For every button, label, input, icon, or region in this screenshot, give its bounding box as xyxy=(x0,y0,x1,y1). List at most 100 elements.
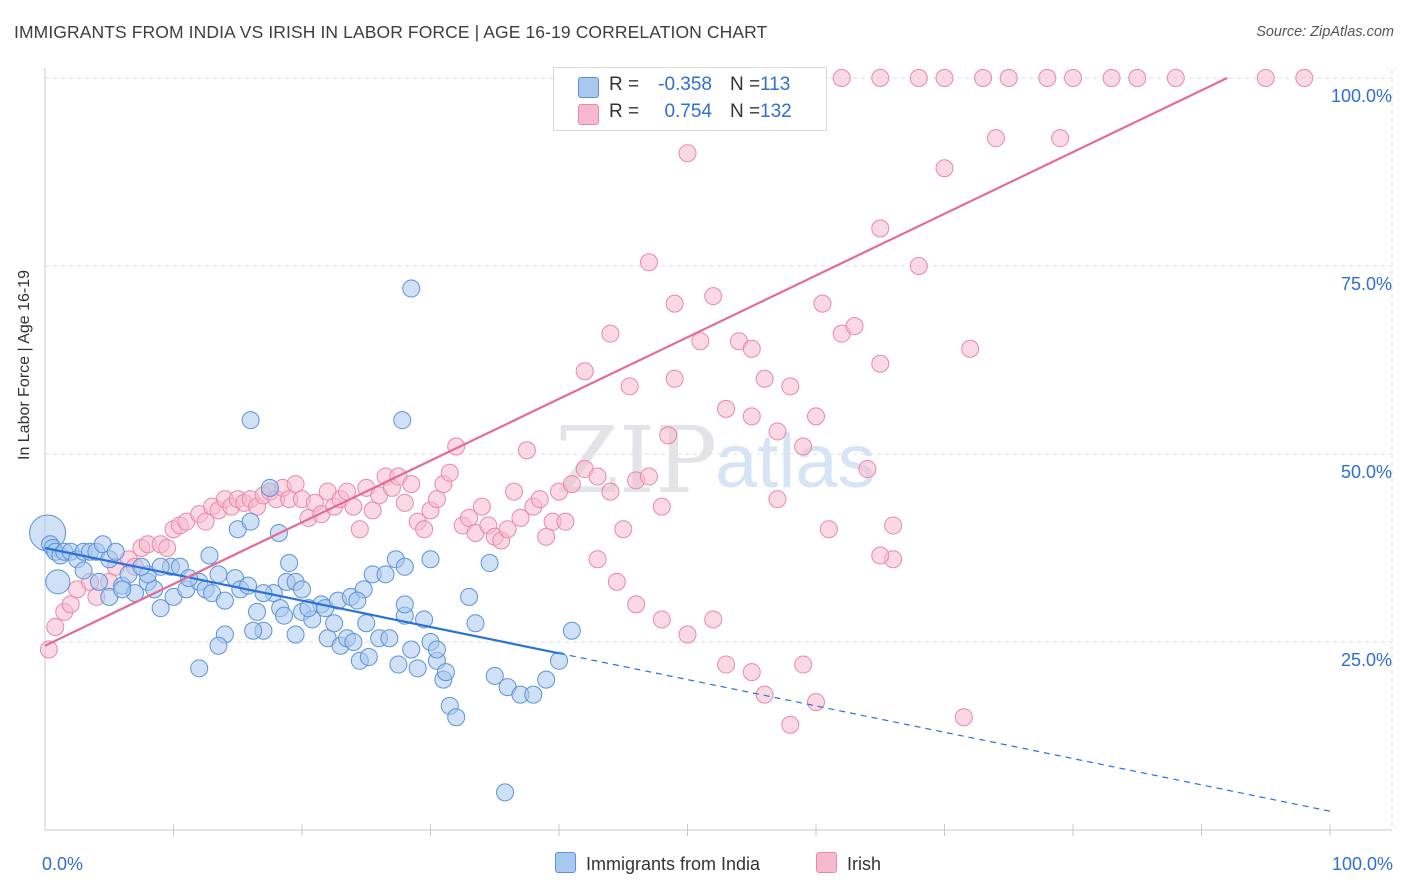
irish-point xyxy=(819,520,838,539)
india-point xyxy=(402,640,421,659)
watermark-zip: ZIP xyxy=(555,407,717,514)
irish-point xyxy=(601,324,620,343)
irish-point xyxy=(781,715,800,734)
irish-point xyxy=(1166,69,1185,87)
india-point xyxy=(421,550,440,569)
irish-points xyxy=(39,69,1314,734)
bottom-legend-irish: Irish xyxy=(816,852,881,875)
india-point xyxy=(244,621,263,640)
india-point xyxy=(286,625,305,644)
irish-point xyxy=(871,219,890,238)
irish-point xyxy=(832,69,851,87)
india-point xyxy=(393,411,412,430)
irish-point xyxy=(537,527,556,546)
irish-point xyxy=(1256,69,1275,87)
irish-point xyxy=(659,426,678,445)
tick-labels: 25.0% 50.0% 75.0% 100.0% 0.0% 100.0% xyxy=(42,86,1393,874)
chart-title: IMMIGRANTS FROM INDIA VS IRISH IN LABOR … xyxy=(14,22,768,42)
irish-point xyxy=(704,610,723,629)
irish-point xyxy=(742,339,761,358)
india-point xyxy=(524,685,543,704)
india-point xyxy=(344,633,363,651)
irish-point xyxy=(46,617,65,636)
india-point xyxy=(380,629,399,648)
y-axis-label: In Labor Force | Age 16-19 xyxy=(16,269,33,460)
india-point xyxy=(395,557,414,576)
irish-point xyxy=(498,520,517,539)
irish-point xyxy=(620,377,639,396)
irish-swatch-icon xyxy=(816,852,837,873)
india-point xyxy=(209,565,228,584)
irish-point xyxy=(530,490,549,509)
india-point xyxy=(550,651,568,670)
legend-india-label: Immigrants from India xyxy=(586,854,761,874)
irish-point xyxy=(794,437,813,456)
irish-point xyxy=(588,550,607,569)
irish-point xyxy=(871,546,890,565)
irish-point xyxy=(614,520,633,539)
irish-point xyxy=(460,508,479,527)
irish-trend-line xyxy=(44,77,1228,647)
india-point xyxy=(466,614,485,633)
irish-point xyxy=(627,595,646,614)
legend-n-label: N = xyxy=(730,101,761,122)
india-point xyxy=(209,636,228,655)
trend-lines xyxy=(44,77,1331,812)
irish-point xyxy=(517,441,536,460)
india-point xyxy=(359,648,378,667)
india-point xyxy=(215,591,234,610)
irish-point xyxy=(556,512,575,531)
irish-point xyxy=(986,129,1005,148)
irish-point xyxy=(575,362,594,381)
y-tick-label: 50.0% xyxy=(1341,462,1392,482)
irish-point xyxy=(39,640,58,659)
irish-point xyxy=(440,463,459,482)
irish-point xyxy=(196,512,215,531)
india-point xyxy=(562,621,581,640)
irish-point xyxy=(665,369,684,388)
irish-point xyxy=(813,294,832,313)
india-point xyxy=(427,640,446,659)
bottom-legend-india: Immigrants from India xyxy=(555,852,760,875)
irish-point xyxy=(652,497,671,516)
irish-point xyxy=(768,422,787,441)
india-point xyxy=(260,478,279,497)
irish-point xyxy=(871,69,890,87)
irish-point xyxy=(884,516,903,535)
india-point xyxy=(190,659,209,678)
india-point xyxy=(447,708,466,727)
irish-point xyxy=(61,595,80,614)
legend-n-value: 132 xyxy=(760,101,792,122)
india-point xyxy=(402,279,421,298)
source-label: Source: ZipAtlas.com xyxy=(1256,24,1394,40)
irish-point xyxy=(755,369,774,388)
irish-point xyxy=(742,407,761,426)
irish-point xyxy=(807,407,825,426)
irish-point xyxy=(935,69,954,87)
irish-point xyxy=(1102,69,1121,87)
legend-n-value: 113 xyxy=(760,74,791,95)
irish-point xyxy=(954,708,973,727)
irish-point xyxy=(588,467,607,486)
irish-point xyxy=(909,257,928,275)
irish-point xyxy=(678,144,697,163)
india-points xyxy=(29,279,581,802)
irish-point xyxy=(427,490,446,509)
irish-point xyxy=(562,475,581,494)
irish-point xyxy=(781,377,800,396)
irish-point xyxy=(639,467,658,486)
irish-point xyxy=(717,399,736,418)
irish-point xyxy=(858,460,877,479)
india-point xyxy=(537,670,556,689)
irish-point xyxy=(607,572,626,591)
india-swatch-icon xyxy=(578,77,599,98)
india-trend-extension xyxy=(558,652,1331,812)
india-point xyxy=(460,587,479,606)
watermark-atlas: atlas xyxy=(715,419,876,504)
irish-point xyxy=(511,508,530,527)
irish-point xyxy=(415,520,434,539)
india-trend-line xyxy=(44,546,560,655)
india-point xyxy=(89,572,108,591)
irish-point xyxy=(363,501,382,520)
irish-point xyxy=(1128,69,1147,87)
